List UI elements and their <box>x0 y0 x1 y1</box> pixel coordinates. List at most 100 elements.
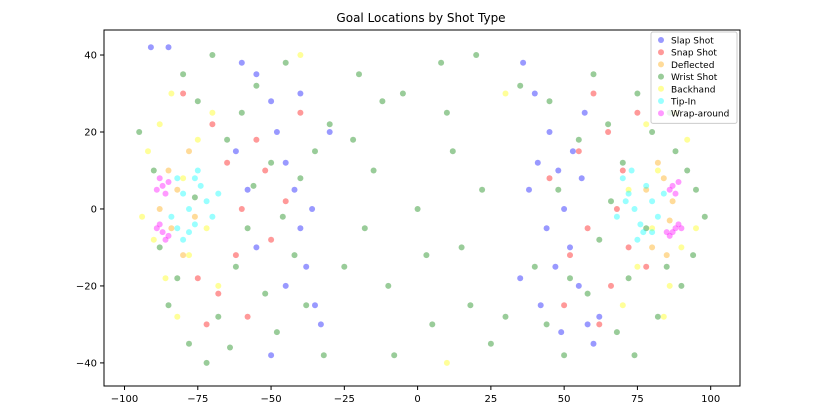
data-point <box>613 206 620 212</box>
data-point <box>297 52 304 58</box>
data-point <box>634 109 641 116</box>
data-point <box>569 148 576 155</box>
data-point <box>558 329 565 336</box>
data-point <box>567 252 573 259</box>
data-point <box>561 352 568 359</box>
data-point <box>414 206 421 212</box>
data-point <box>546 98 553 105</box>
y-tick-label: 20 <box>84 127 97 138</box>
data-point <box>663 229 670 236</box>
data-point <box>224 136 231 143</box>
series-wrap-around <box>153 175 685 243</box>
data-point <box>581 109 588 116</box>
data-point <box>567 244 573 251</box>
data-point <box>663 263 670 270</box>
data-point <box>649 229 656 236</box>
data-point <box>561 302 568 309</box>
data-point <box>449 148 456 155</box>
data-point <box>578 175 585 182</box>
legend: Slap Shot Snap Shot Deflected Wrist Shot Bac… <box>650 31 738 124</box>
data-point <box>147 44 154 51</box>
data-point <box>613 213 620 220</box>
data-point <box>619 159 626 166</box>
legend-marker <box>658 37 664 43</box>
data-point <box>268 159 275 166</box>
plot-frame <box>103 29 741 387</box>
data-point <box>619 167 626 174</box>
data-point <box>186 206 192 212</box>
data-point <box>605 121 612 128</box>
data-point <box>672 148 679 155</box>
data-point <box>561 206 568 212</box>
data-point <box>303 263 310 270</box>
data-point <box>159 229 166 236</box>
data-point <box>634 236 641 243</box>
data-point <box>326 129 333 135</box>
legend-marker <box>658 61 664 68</box>
data-point <box>282 282 289 289</box>
data-point <box>672 190 679 197</box>
data-point <box>625 190 632 197</box>
data-point <box>654 159 661 166</box>
data-point <box>156 121 163 128</box>
data-point <box>309 206 316 212</box>
data-point <box>191 194 198 201</box>
data-point <box>209 121 216 128</box>
data-point <box>546 129 553 135</box>
data-point <box>596 321 603 328</box>
data-point <box>467 302 474 309</box>
data-point <box>660 313 667 320</box>
legend-label: Wrist Shot <box>671 73 718 83</box>
data-point <box>555 167 562 174</box>
data-point <box>297 90 304 97</box>
data-point <box>180 190 187 197</box>
x-tick-label: 100 <box>701 394 720 405</box>
data-point <box>531 263 538 270</box>
data-point <box>423 252 430 259</box>
data-point <box>273 329 280 336</box>
data-point <box>297 109 304 116</box>
data-point <box>622 198 629 205</box>
data-point <box>654 213 661 220</box>
data-point <box>282 159 289 166</box>
data-point <box>253 82 260 89</box>
data-point <box>165 167 172 174</box>
data-point <box>317 321 324 328</box>
data-point <box>675 179 682 185</box>
data-point <box>186 148 192 155</box>
y-axis: −40 −20 0 20 40 <box>76 51 104 369</box>
data-point <box>162 236 169 243</box>
data-point <box>584 225 591 232</box>
chart-title: Goal Locations by Shot Type <box>336 11 505 25</box>
data-point <box>487 340 494 347</box>
data-point <box>153 225 160 232</box>
data-point <box>153 186 160 193</box>
legend-label: Deflected <box>671 61 714 71</box>
data-point <box>262 290 269 297</box>
data-point <box>180 236 187 243</box>
data-point <box>660 190 667 197</box>
x-tick-label: −100 <box>111 394 138 405</box>
data-point <box>282 59 289 66</box>
legend-label: Slap Shot <box>671 37 714 47</box>
data-point <box>678 225 685 232</box>
data-point <box>232 263 239 270</box>
data-point <box>174 225 181 232</box>
data-point <box>701 213 708 220</box>
data-point <box>631 206 638 212</box>
data-point <box>584 321 591 328</box>
data-point <box>502 313 509 320</box>
legend-label: Tip-In <box>670 98 696 108</box>
data-point <box>660 175 667 182</box>
data-point <box>385 282 392 289</box>
data-point <box>186 252 192 259</box>
data-point <box>165 44 172 51</box>
x-tick-label: 0 <box>414 394 420 405</box>
data-point <box>502 90 509 97</box>
data-point <box>643 225 650 232</box>
data-point <box>145 148 151 155</box>
x-tick-label: 25 <box>485 394 498 405</box>
legend-box <box>650 31 738 124</box>
data-point <box>575 136 582 143</box>
